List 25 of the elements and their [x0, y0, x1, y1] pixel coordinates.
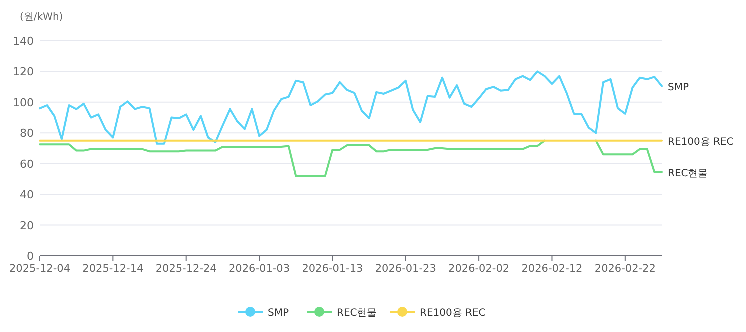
legend-label: SMP: [268, 308, 290, 319]
y-tick-label: 40: [20, 188, 34, 202]
y-tick-label: 60: [20, 158, 34, 171]
text: REC현물: [668, 168, 708, 180]
x-tick-label: 2025-12-14: [82, 263, 144, 275]
text: SMP: [668, 82, 690, 94]
x-tick-label: 2026-01-23: [375, 263, 436, 275]
x-tick-label: 2025-12-24: [156, 263, 218, 275]
y-axis-title: (원/kWh): [20, 12, 64, 23]
x-tick-label: 2026-01-03: [229, 263, 290, 275]
y-tick-label: 0: [27, 250, 34, 263]
line-series: [39, 70, 663, 145]
text: RE100용 REC: [668, 136, 734, 148]
x-tick-label: 2026-02-02: [448, 263, 510, 275]
x-tick-label: 2026-01-13: [302, 263, 364, 275]
y-tick-label: 20: [20, 219, 34, 232]
y-tick-label: 100: [13, 96, 34, 110]
y-tick-label: 140: [13, 35, 34, 48]
legend-label: RE100용 REC: [420, 308, 486, 319]
y-tick-label: 80: [20, 127, 34, 140]
legend-label: REC현물: [337, 308, 378, 319]
x-tick-label: 2025-12-04: [9, 263, 71, 275]
y-tick-label: 120: [13, 66, 34, 79]
x-tick-label: 2026-02-22: [594, 263, 656, 275]
x-tick-label: 2026-02-12: [522, 263, 583, 275]
